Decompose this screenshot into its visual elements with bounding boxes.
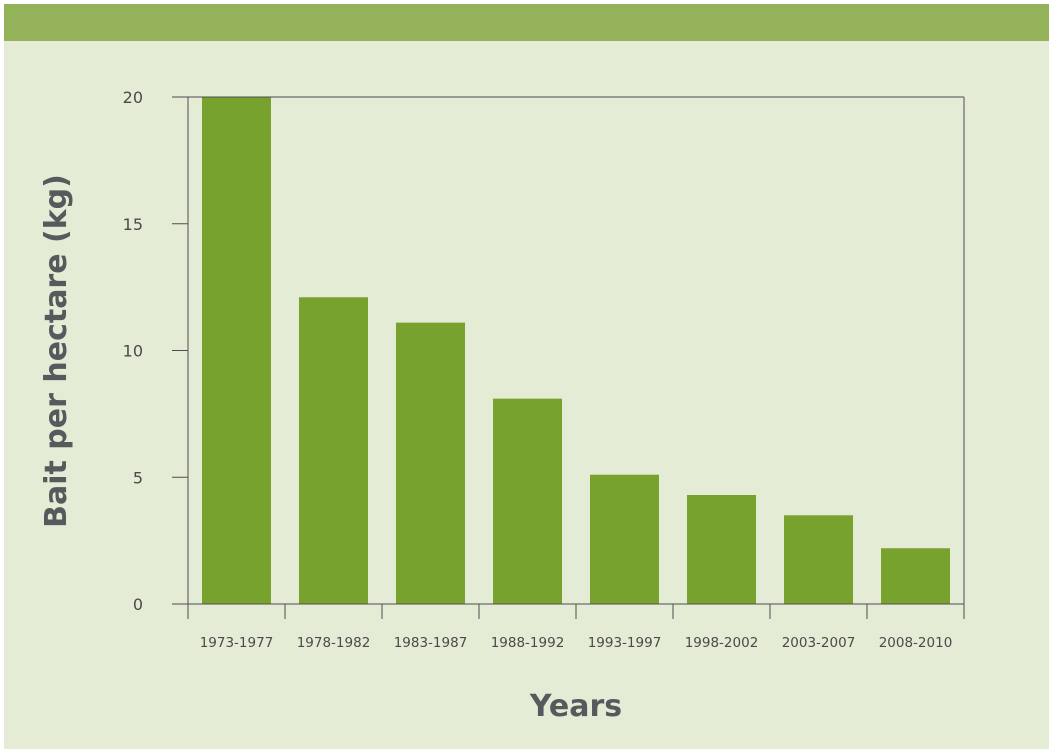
- x-ticks-group: 1973-1977 1978-1982 1983-1987 1988-1992 1993…: [187, 604, 965, 651]
- x-tick-label: 1993-1997: [588, 635, 662, 651]
- x-tick-label: 1978-1982: [297, 635, 371, 651]
- y-tick-label: 15: [123, 215, 143, 234]
- bar-1993-1997: [590, 474, 659, 604]
- x-tick-label: 2003-2007: [782, 635, 856, 651]
- bar-1978-1982: [299, 297, 368, 604]
- header-band: [4, 4, 1049, 41]
- x-tick-label: 1998-2002: [685, 635, 759, 651]
- y-tick-label: 0: [133, 595, 143, 614]
- bar-chart: 0 5 10 15 20 1973-1977 1978-1982 1983-1987 1988…: [39, 88, 965, 724]
- bar-1973-1977: [202, 97, 271, 604]
- y-tick-label: 10: [123, 342, 143, 361]
- x-tick-label: 2008-2010: [879, 635, 953, 651]
- bar-1983-1987: [396, 322, 465, 604]
- bar-2003-2007: [784, 515, 853, 604]
- x-tick-label: 1983-1987: [394, 635, 468, 651]
- bar-2008-2010: [881, 548, 950, 604]
- y-axis-title: Bait per hectare (kg): [39, 174, 74, 528]
- axes-group: [172, 96, 965, 605]
- y-tick-label: 20: [123, 88, 143, 107]
- y-ticks-group: 0 5 10 15 20: [123, 88, 188, 614]
- bars-group: [202, 97, 950, 604]
- bar-1998-2002: [687, 494, 756, 604]
- x-tick-label: 1988-1992: [491, 635, 565, 651]
- x-axis-title: Years: [529, 689, 622, 724]
- chart-frame: 0 5 10 15 20 1973-1977 1978-1982 1983-1987 1988…: [4, 4, 1049, 749]
- x-tick-label: 1973-1977: [200, 635, 274, 651]
- bar-1988-1992: [493, 398, 562, 604]
- y-tick-label: 5: [133, 468, 143, 487]
